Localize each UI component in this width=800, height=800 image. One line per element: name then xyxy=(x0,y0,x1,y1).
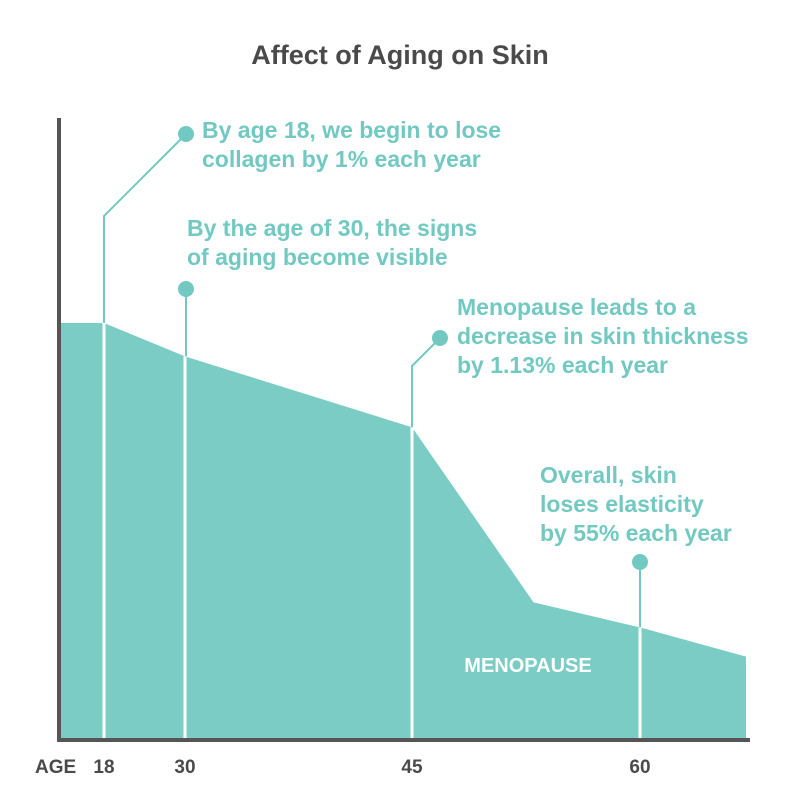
annotation-leader-line xyxy=(411,337,441,428)
annotation-text: Menopause leads to a decrease in skin thi… xyxy=(457,294,749,378)
annotation-leader-line xyxy=(103,133,187,323)
annotation-dot xyxy=(632,554,648,570)
annotation-line: By age 18, we begin to lose xyxy=(202,117,501,143)
x-tick-label: 30 xyxy=(174,757,195,778)
annotation-line: by 1.13% each year xyxy=(457,352,668,378)
annotation-line: of aging become visible xyxy=(187,244,448,270)
annotation-line: decrease in skin thickness xyxy=(457,323,749,349)
annotation-text: Overall, skin loses elasticity by 55% each… xyxy=(540,462,732,546)
area-series xyxy=(60,323,746,740)
x-axis-label: AGE xyxy=(35,757,76,778)
annotation-dot xyxy=(178,126,194,142)
annotation-dot xyxy=(432,330,448,346)
annotation-line: collagen by 1% each year xyxy=(202,146,481,172)
annotation-line: by 55% each year xyxy=(540,520,732,546)
annotation-line: By the age of 30, the signs xyxy=(187,215,477,241)
chart-title: Affect of Aging on Skin xyxy=(251,40,548,70)
x-tick-label: 18 xyxy=(93,757,114,778)
x-tick-label: 45 xyxy=(401,757,423,778)
annotation-line: Menopause leads to a xyxy=(457,294,696,320)
menopause-label: MENOPAUSE xyxy=(464,655,591,677)
annotation-text: By the age of 30, the signs of aging beco… xyxy=(187,215,477,270)
annotation-text: By age 18, we begin to lose collagen by 1… xyxy=(202,117,501,172)
annotation-line: Overall, skin xyxy=(540,462,677,488)
x-tick-label: 60 xyxy=(629,757,650,778)
annotation-dot xyxy=(178,281,194,297)
annotation-line: loses elasticity xyxy=(540,491,704,517)
